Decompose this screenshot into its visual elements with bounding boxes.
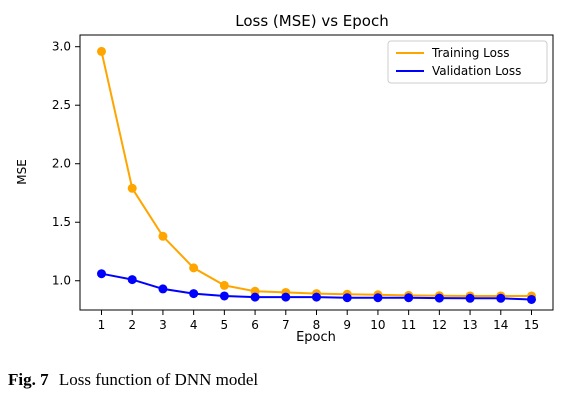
validation-loss-point — [189, 289, 199, 299]
validation-loss-point — [404, 293, 414, 303]
figure-caption-text: Loss function of DNN model — [58, 370, 259, 389]
training-loss-legend-label: Training Loss — [431, 46, 509, 60]
y-tick-label: 2.5 — [52, 98, 71, 112]
validation-loss-point — [97, 269, 106, 279]
x-tick-label: 6 — [251, 318, 259, 332]
validation-loss-point — [465, 293, 475, 303]
legend-box — [387, 40, 548, 84]
validation-loss-point — [281, 292, 291, 302]
x-tick-label: 13 — [462, 318, 477, 332]
x-tick-label: 4 — [190, 318, 198, 332]
x-axis-label: Epoch — [296, 330, 336, 345]
chart-title: Loss (MSE) vs Epoch — [235, 12, 388, 30]
training-loss-point — [158, 231, 168, 241]
x-tick-label: 11 — [401, 318, 416, 332]
validation-loss-point — [373, 293, 383, 303]
validation-loss-point — [158, 284, 168, 294]
x-tick-label: 9 — [343, 318, 351, 332]
validation-loss-point — [527, 294, 536, 304]
y-tick-label: 2.0 — [52, 157, 71, 171]
x-tick-label: 10 — [370, 318, 385, 332]
validation-loss-point — [219, 291, 229, 301]
x-tick-label: 7 — [282, 318, 290, 332]
x-tick-label: 3 — [159, 318, 167, 332]
x-tick-label: 14 — [493, 318, 508, 332]
x-tick-label: 15 — [524, 318, 539, 332]
validation-loss-point — [342, 293, 352, 303]
legend: Training Loss Validation Loss — [387, 40, 548, 84]
validation-loss-point — [250, 292, 260, 302]
training-loss-line — [100, 51, 532, 297]
validation-loss-series — [97, 269, 536, 304]
validation-loss-point — [312, 292, 321, 302]
y-axis-label: MSE — [15, 159, 29, 185]
x-tick-label: 2 — [128, 318, 136, 332]
validation-loss-point — [127, 275, 137, 285]
validation-loss-legend-label: Validation Loss — [432, 64, 521, 78]
validation-loss-point — [434, 293, 444, 303]
figure-label: Fig. 7 — [8, 370, 49, 389]
training-loss-point — [189, 263, 199, 273]
y-tick-label: 3.0 — [52, 40, 71, 54]
training-loss-point — [127, 183, 137, 193]
x-tick-label: 1 — [98, 318, 106, 332]
validation-loss-point — [496, 293, 506, 303]
training-loss-point — [219, 280, 229, 290]
x-tick-label: 12 — [432, 318, 447, 332]
x-tick-label: 8 — [313, 318, 321, 332]
y-tick-label: 1.5 — [52, 215, 71, 229]
training-loss-point — [97, 46, 106, 56]
x-tick-label: 5 — [221, 318, 229, 332]
x-axis: 1 2 3 4 5 6 7 8 9 10 11 12 13 14 15 — [98, 310, 539, 332]
y-axis: 1.0 1.5 2.0 2.5 3.0 — [52, 40, 80, 288]
y-tick-label: 1.0 — [52, 274, 71, 288]
figure-caption: Fig. 7 Loss function of DNN model — [8, 370, 258, 390]
series-layer — [97, 46, 536, 304]
training-loss-series — [97, 46, 536, 301]
